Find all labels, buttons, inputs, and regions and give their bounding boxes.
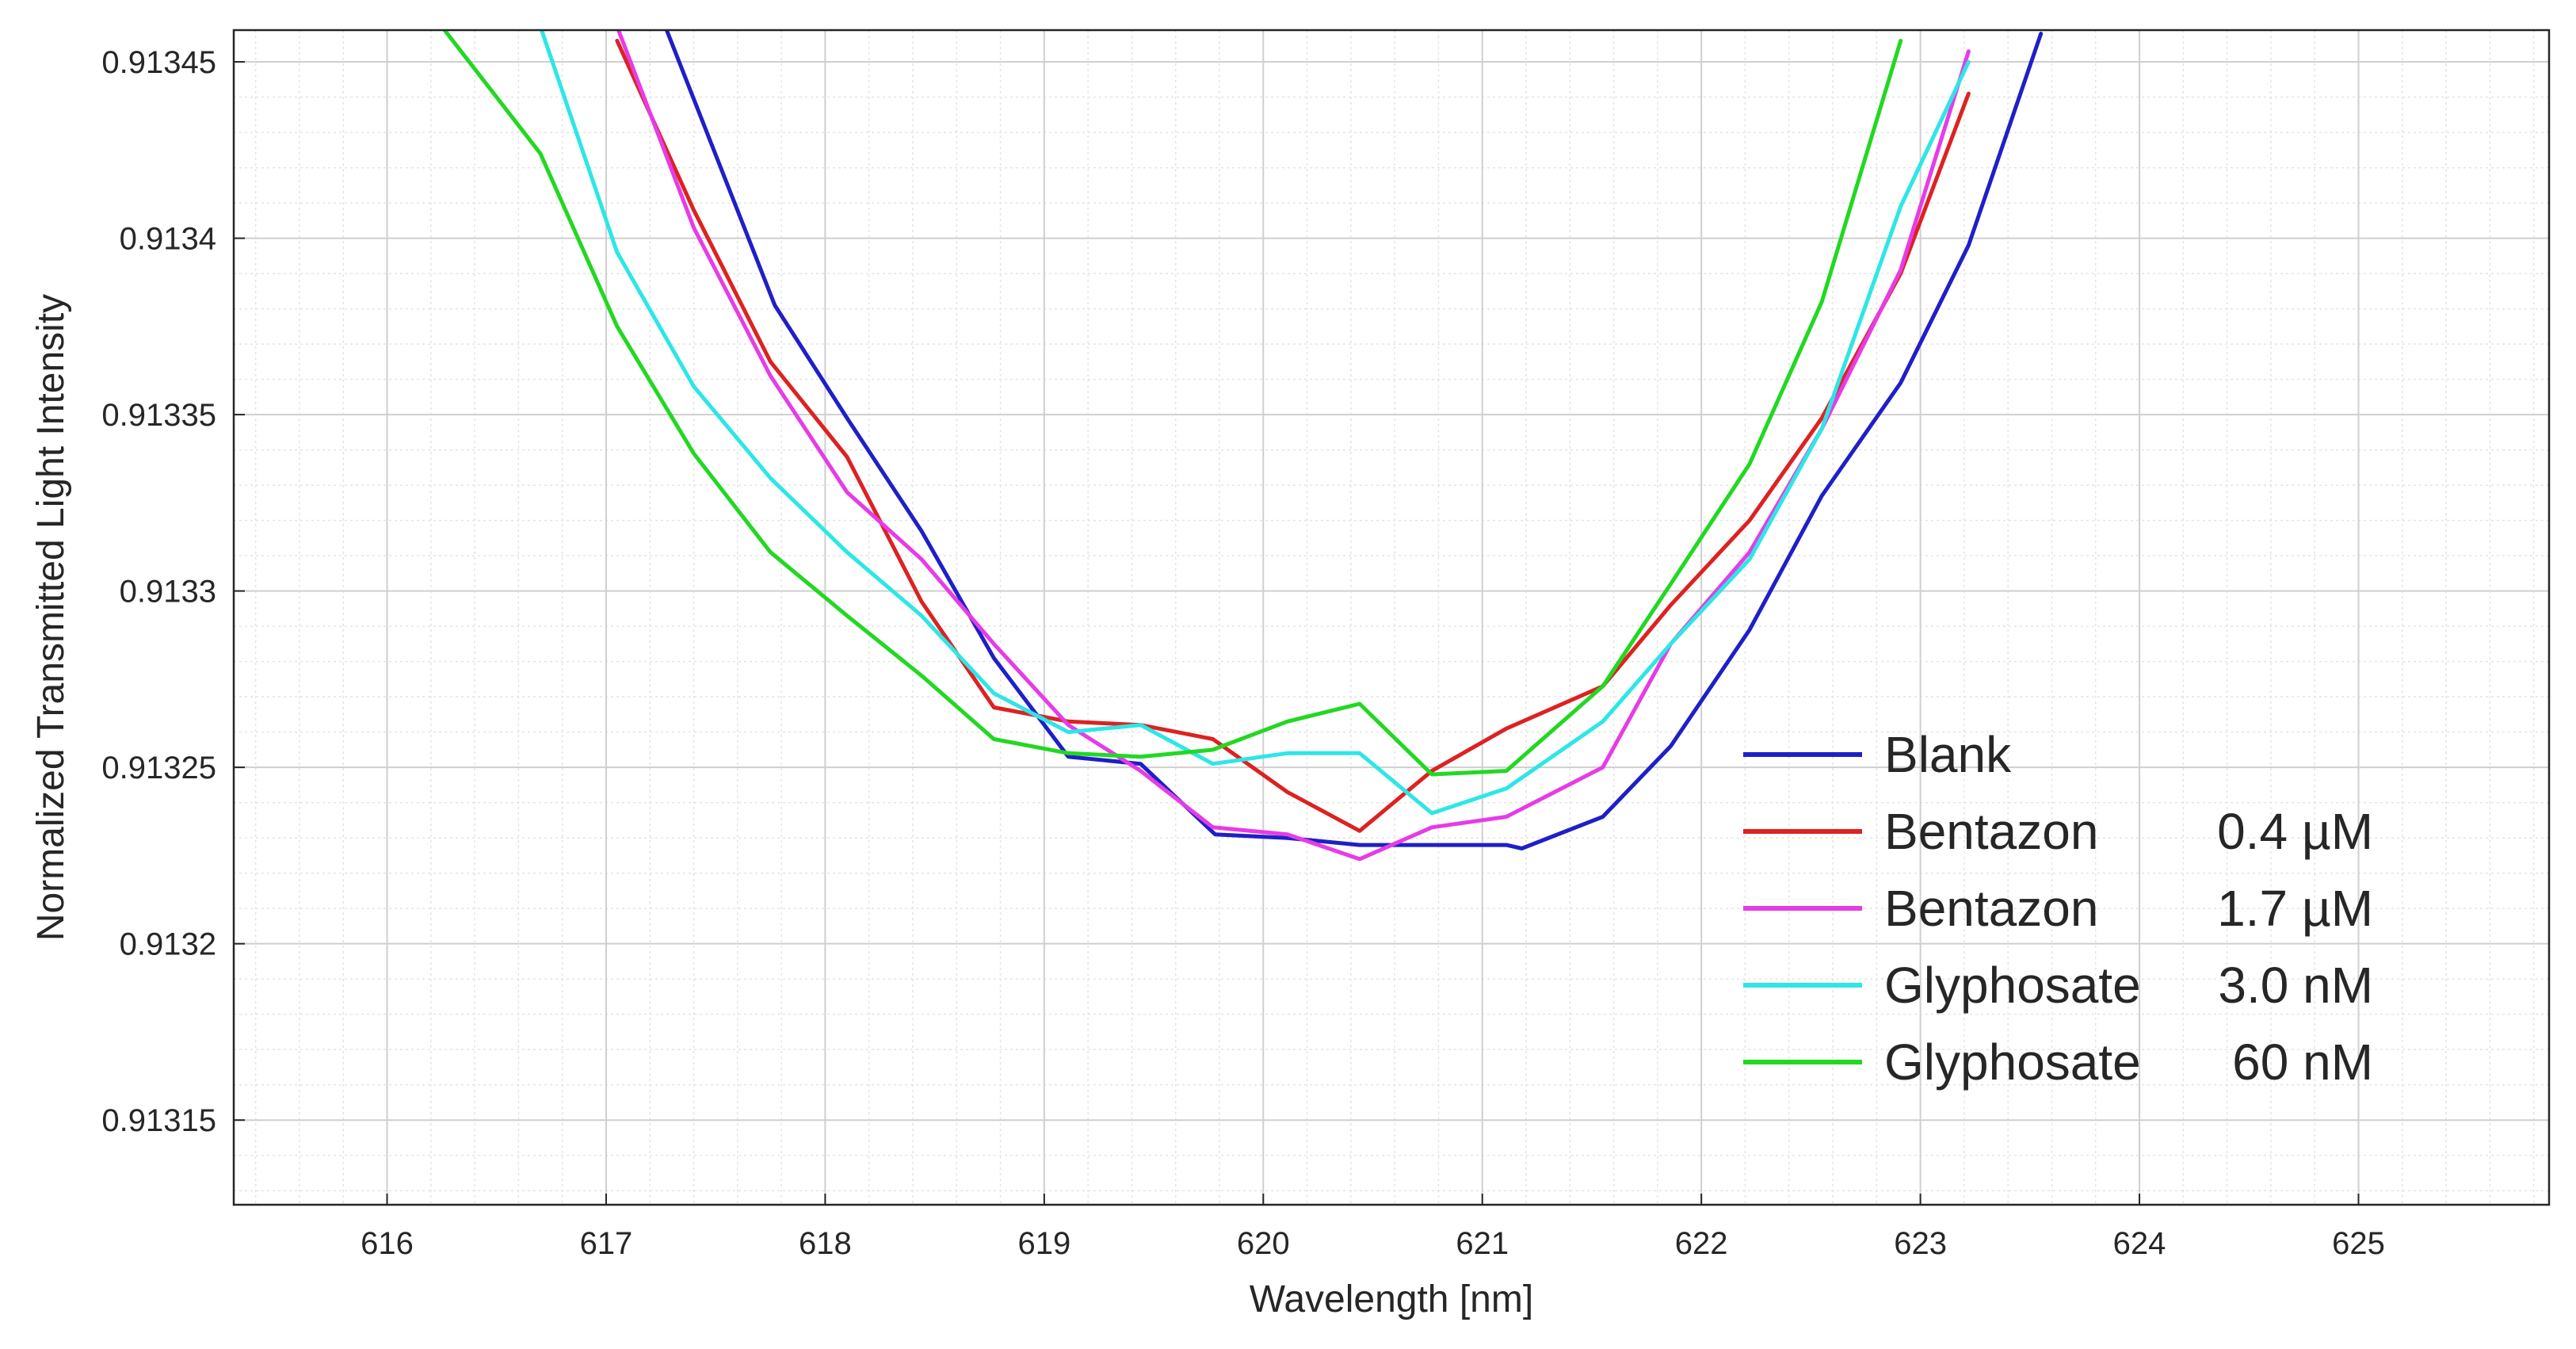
- series-line-glyphosate-3-0-nm: [539, 30, 1971, 816]
- legend-value: 1.7 µM: [2217, 880, 2373, 937]
- legend-label: Bentazon: [1884, 880, 2098, 937]
- legend-value: 0.4 µM: [2217, 803, 2373, 860]
- y-axis-title: Normalized Transmitted Light Intensity: [30, 294, 72, 941]
- y-tick-label: 0.9132: [120, 927, 216, 962]
- x-tick-label: 622: [1675, 1226, 1728, 1261]
- y-tick-label: 0.91315: [101, 1103, 216, 1138]
- x-tick-label: 623: [1894, 1226, 1947, 1261]
- x-axis-ticks: 616 617 618 619 620 621 622 623 624 625: [361, 1194, 2385, 1261]
- x-axis-title: Wavelength [nm]: [1250, 1278, 1533, 1320]
- legend-label: Glyphosate: [1884, 1034, 2141, 1091]
- y-tick-label: 0.91345: [101, 45, 216, 80]
- x-tick-label: 624: [2113, 1226, 2166, 1261]
- x-tick-label: 621: [1456, 1226, 1509, 1261]
- x-tick-label: 619: [1017, 1226, 1070, 1261]
- x-tick-label: 618: [799, 1226, 852, 1261]
- legend: Blank Bentazon 0.4 µM Bentazon 1.7 µM Glyphos…: [1743, 726, 2373, 1091]
- plot-frame: [232, 29, 2551, 1206]
- y-tick-label: 0.9133: [120, 575, 216, 610]
- x-tick-label: 617: [580, 1226, 633, 1261]
- x-tick-label: 616: [361, 1226, 414, 1261]
- legend-value: 3.0 nM: [2218, 957, 2373, 1014]
- y-tick-label: 0.91335: [101, 398, 216, 433]
- series-line-glyphosate-60-nm: [441, 30, 1903, 777]
- legend-value: 60 nM: [2232, 1034, 2373, 1091]
- x-tick-label: 625: [2332, 1226, 2385, 1261]
- y-axis-ticks: 0.91315 0.9132 0.91325 0.9133 0.91335 0.9134 0…: [101, 45, 245, 1138]
- y-tick-label: 0.9134: [120, 222, 216, 257]
- legend-label: Blank: [1884, 726, 2012, 783]
- minor-grid: [234, 30, 2549, 1205]
- y-tick-label: 0.91325: [101, 751, 216, 785]
- series-layer: [441, 30, 2044, 862]
- legend-label: Bentazon: [1884, 803, 2098, 860]
- legend-label: Glyphosate: [1884, 957, 2141, 1014]
- x-tick-label: 620: [1237, 1226, 1290, 1261]
- series-line-bentazon-0-4-m: [615, 38, 1971, 833]
- series-line-bentazon-1-7-m: [616, 30, 1971, 862]
